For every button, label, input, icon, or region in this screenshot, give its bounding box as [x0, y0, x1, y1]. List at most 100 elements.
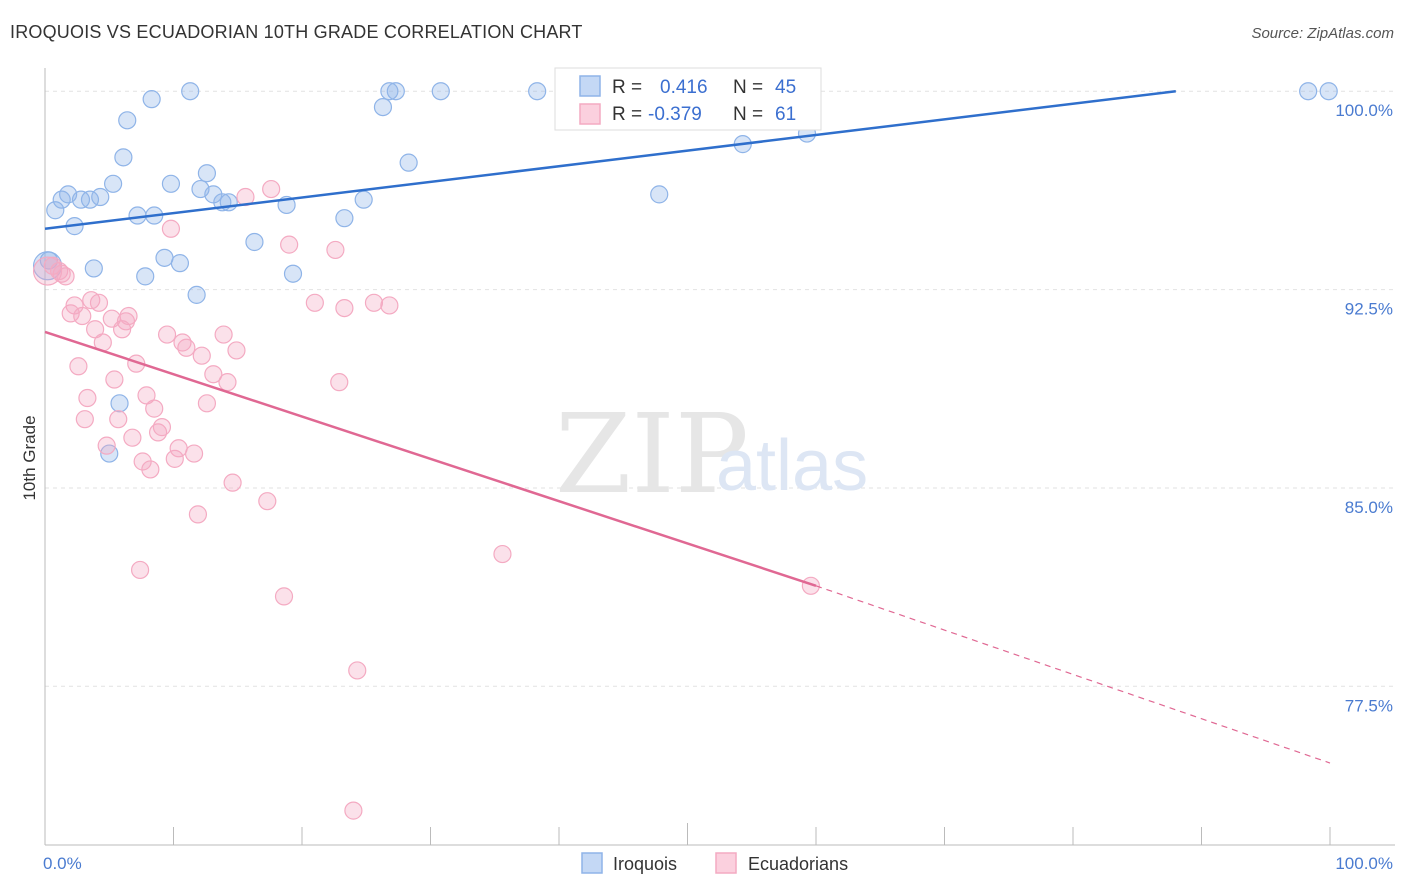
ecuadorians-point-23	[130, 560, 150, 580]
ecuadorians-point-29	[152, 418, 172, 437]
y-tick-label-3: 100.0%	[1335, 101, 1393, 120]
trend-lines	[44, 89, 1331, 764]
iroquois-point-20	[170, 254, 190, 273]
ecuadorians-point-49	[280, 235, 299, 254]
watermark-zip: ZIP	[555, 390, 749, 518]
ecuadorians-n-label: N =	[733, 104, 763, 125]
bottom-legend: Iroquois Ecuadorians	[581, 852, 848, 874]
iroquois-point-19	[161, 174, 181, 193]
ecuadorians-point-36	[184, 444, 204, 463]
iroquois-point-24	[197, 164, 217, 183]
axes	[44, 68, 1395, 846]
iroquois-point-6	[80, 190, 100, 209]
ecuadorians-point-48	[274, 587, 294, 606]
watermark: ZIP atlas	[555, 390, 868, 518]
iroquois-point-10	[104, 174, 123, 193]
iroquois-point-22	[187, 285, 206, 304]
ecuadorians-point-42	[218, 373, 237, 392]
iroquois-point-39	[650, 185, 669, 204]
iroquois-point-13	[118, 111, 137, 130]
ecuadorians-trend-line	[44, 330, 817, 587]
ecuadorians-point-6	[69, 357, 88, 376]
iroquois-point-36	[399, 153, 418, 172]
iroquois-point-18	[155, 248, 174, 267]
ecuadorians-point-16	[105, 370, 124, 389]
ecuadorians-point-38	[192, 346, 211, 365]
ecuadorians-swatch	[579, 103, 601, 125]
source-credit: Source: ZipAtlas.com	[1251, 25, 1394, 42]
ecuadorians-point-8	[75, 410, 94, 429]
iroquois-swatch	[579, 75, 601, 97]
iroquois-point-35	[386, 82, 405, 101]
ecuadorians-point-39	[197, 394, 217, 413]
iroquois-point-42	[1299, 82, 1318, 101]
y-tick-label-0: 77.5%	[1345, 696, 1393, 715]
legend-ecuadorians-swatch	[715, 852, 737, 874]
ecuadorians-n-value: 61	[775, 104, 796, 125]
stats-legend: R = 0.416 N = 45 R = -0.379 N = 61	[554, 67, 822, 131]
ecuadorians-point-14	[97, 436, 116, 455]
iroquois-point-8	[91, 187, 110, 207]
iroquois-r-value: 0.416	[660, 77, 708, 98]
ecuadorians-point-37	[188, 505, 208, 524]
iroquois-point-38	[528, 82, 547, 101]
ecuadorians-point-7	[73, 306, 92, 326]
x-tick-labels: 0.0% 100.0%	[43, 854, 1393, 873]
ecuadorians-point-20	[119, 306, 138, 326]
iroquois-point-15	[136, 267, 155, 286]
iroquois-point-31	[335, 209, 354, 228]
ecuadorians-point-56	[364, 293, 384, 312]
ecuadorians-point-58	[493, 544, 512, 564]
watermark-atlas: atlas	[716, 426, 868, 506]
ecuadorians-point-44	[227, 341, 246, 360]
iroquois-point-34	[380, 82, 399, 101]
ecuadorians-point-31	[161, 219, 181, 238]
ecuadorians-point-9	[78, 388, 97, 408]
ecuadorians-point-60	[52, 264, 71, 283]
ecuadorians-point-26	[141, 460, 160, 479]
ecuadorians-r-value: -0.379	[648, 104, 702, 125]
ecuadorians-point-52	[330, 373, 349, 392]
legend-iroquois-swatch	[581, 852, 603, 874]
ecuadorians-point-54	[344, 801, 363, 820]
ecuadorians-point-53	[335, 299, 354, 318]
iroquois-trend-line	[44, 89, 1176, 230]
ecuadorians-point-43	[223, 473, 242, 492]
legend-iroquois-label: Iroquois	[613, 854, 677, 874]
ecuadorians-point-46	[258, 492, 277, 511]
y-tick-labels: 77.5% 85.0% 92.5% 100.0%	[1335, 101, 1393, 715]
iroquois-n-label: N =	[733, 77, 763, 98]
y-tick-label-2: 92.5%	[1345, 300, 1393, 319]
iroquois-point-28	[245, 232, 264, 252]
grid-lines	[45, 90, 1395, 687]
iroquois-point-21	[181, 82, 200, 101]
ecuadorians-point-55	[348, 661, 367, 680]
iroquois-n-value: 45	[775, 77, 796, 98]
ecuadorians-point-12	[89, 293, 109, 312]
ecuadorians-point-35	[177, 338, 196, 357]
iroquois-point-30	[283, 264, 303, 283]
iroquois-point-33	[373, 97, 393, 117]
ecuadorians-point-50	[305, 293, 324, 312]
legend-ecuadorians-label: Ecuadorians	[748, 854, 848, 874]
iroquois-point-37	[431, 82, 450, 101]
iroquois-point-43	[1319, 82, 1338, 101]
iroquois-point-1	[46, 201, 65, 220]
y-tick-label-1: 85.0%	[1345, 498, 1393, 517]
y-axis-label: 10th Grade	[20, 415, 39, 500]
ecuadorians-point-41	[214, 325, 233, 344]
iroquois-point-16	[142, 90, 161, 109]
ecuadorians-point-51	[326, 240, 345, 260]
ecuadorians-point-27	[145, 399, 164, 418]
ecuadorians-point-40	[204, 365, 223, 384]
x-tick-label-1: 100.0%	[1335, 854, 1393, 873]
iroquois-point-11	[110, 394, 129, 413]
ecuadorians-r-label: R =	[612, 104, 642, 125]
iroquois-r-label: R =	[612, 77, 642, 98]
ecuadorians-point-47	[262, 179, 281, 199]
data-points	[32, 82, 1338, 820]
iroquois-point-32	[354, 190, 373, 209]
ecuadorians-point-17	[109, 410, 128, 429]
iroquois-point-12	[114, 148, 133, 167]
